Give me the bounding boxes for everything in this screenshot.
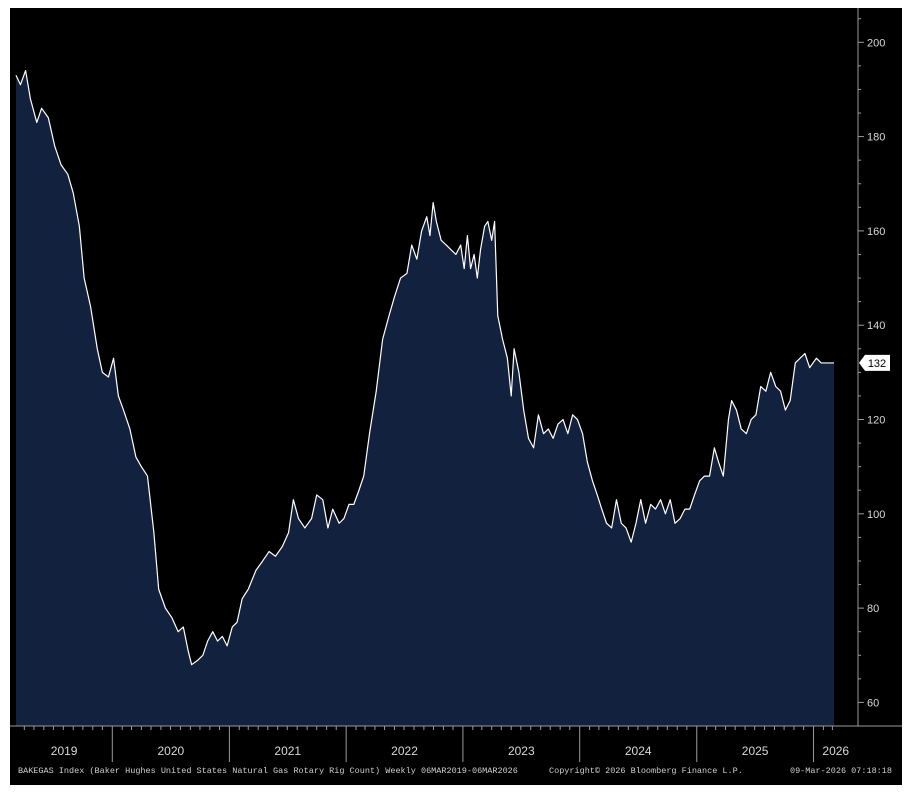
y-tick-label: 200 bbox=[867, 37, 885, 49]
y-tick-label: 140 bbox=[867, 320, 885, 332]
series-area bbox=[16, 70, 834, 726]
x-year-label: 2026 bbox=[822, 744, 849, 758]
y-axis: 60 80 100 120 140 160 180 200 bbox=[857, 8, 885, 726]
footer-timestamp: 09-Mar-2026 07:18:18 bbox=[790, 766, 892, 776]
x-year-label: 2021 bbox=[274, 744, 301, 758]
plot-area bbox=[15, 69, 834, 726]
x-year-label: 2020 bbox=[157, 744, 184, 758]
last-value-label: 132 bbox=[868, 358, 886, 370]
y-tick-label: 120 bbox=[867, 415, 885, 427]
last-value-tag: 132 bbox=[859, 354, 890, 371]
x-year-label: 2019 bbox=[51, 744, 78, 758]
x-year-label: 2022 bbox=[391, 744, 418, 758]
footer-copyright: Copyright© 2026 Bloomberg Finance L.P. bbox=[549, 766, 743, 776]
chart-frame: 60 80 100 120 140 160 180 200 2019 2020 2021 2022 2… bbox=[10, 8, 902, 785]
footer: BAKEGAS Index (Baker Hughes United State… bbox=[18, 766, 892, 776]
y-tick-label: 180 bbox=[867, 132, 885, 144]
y-tick-label: 100 bbox=[867, 509, 885, 521]
y-tick-label: 80 bbox=[867, 603, 879, 615]
series-line bbox=[15, 69, 834, 666]
y-tick-label: 160 bbox=[867, 226, 885, 238]
x-year-label: 2023 bbox=[508, 744, 535, 758]
x-axis: 2019 2020 2021 2022 2023 2024 2025 2026 bbox=[10, 725, 902, 762]
x-year-label: 2025 bbox=[742, 744, 769, 758]
x-year-label: 2024 bbox=[625, 744, 652, 758]
last-value-marker bbox=[859, 354, 890, 371]
y-tick-label: 60 bbox=[867, 697, 879, 709]
footer-source: BAKEGAS Index (Baker Hughes United State… bbox=[18, 766, 518, 776]
